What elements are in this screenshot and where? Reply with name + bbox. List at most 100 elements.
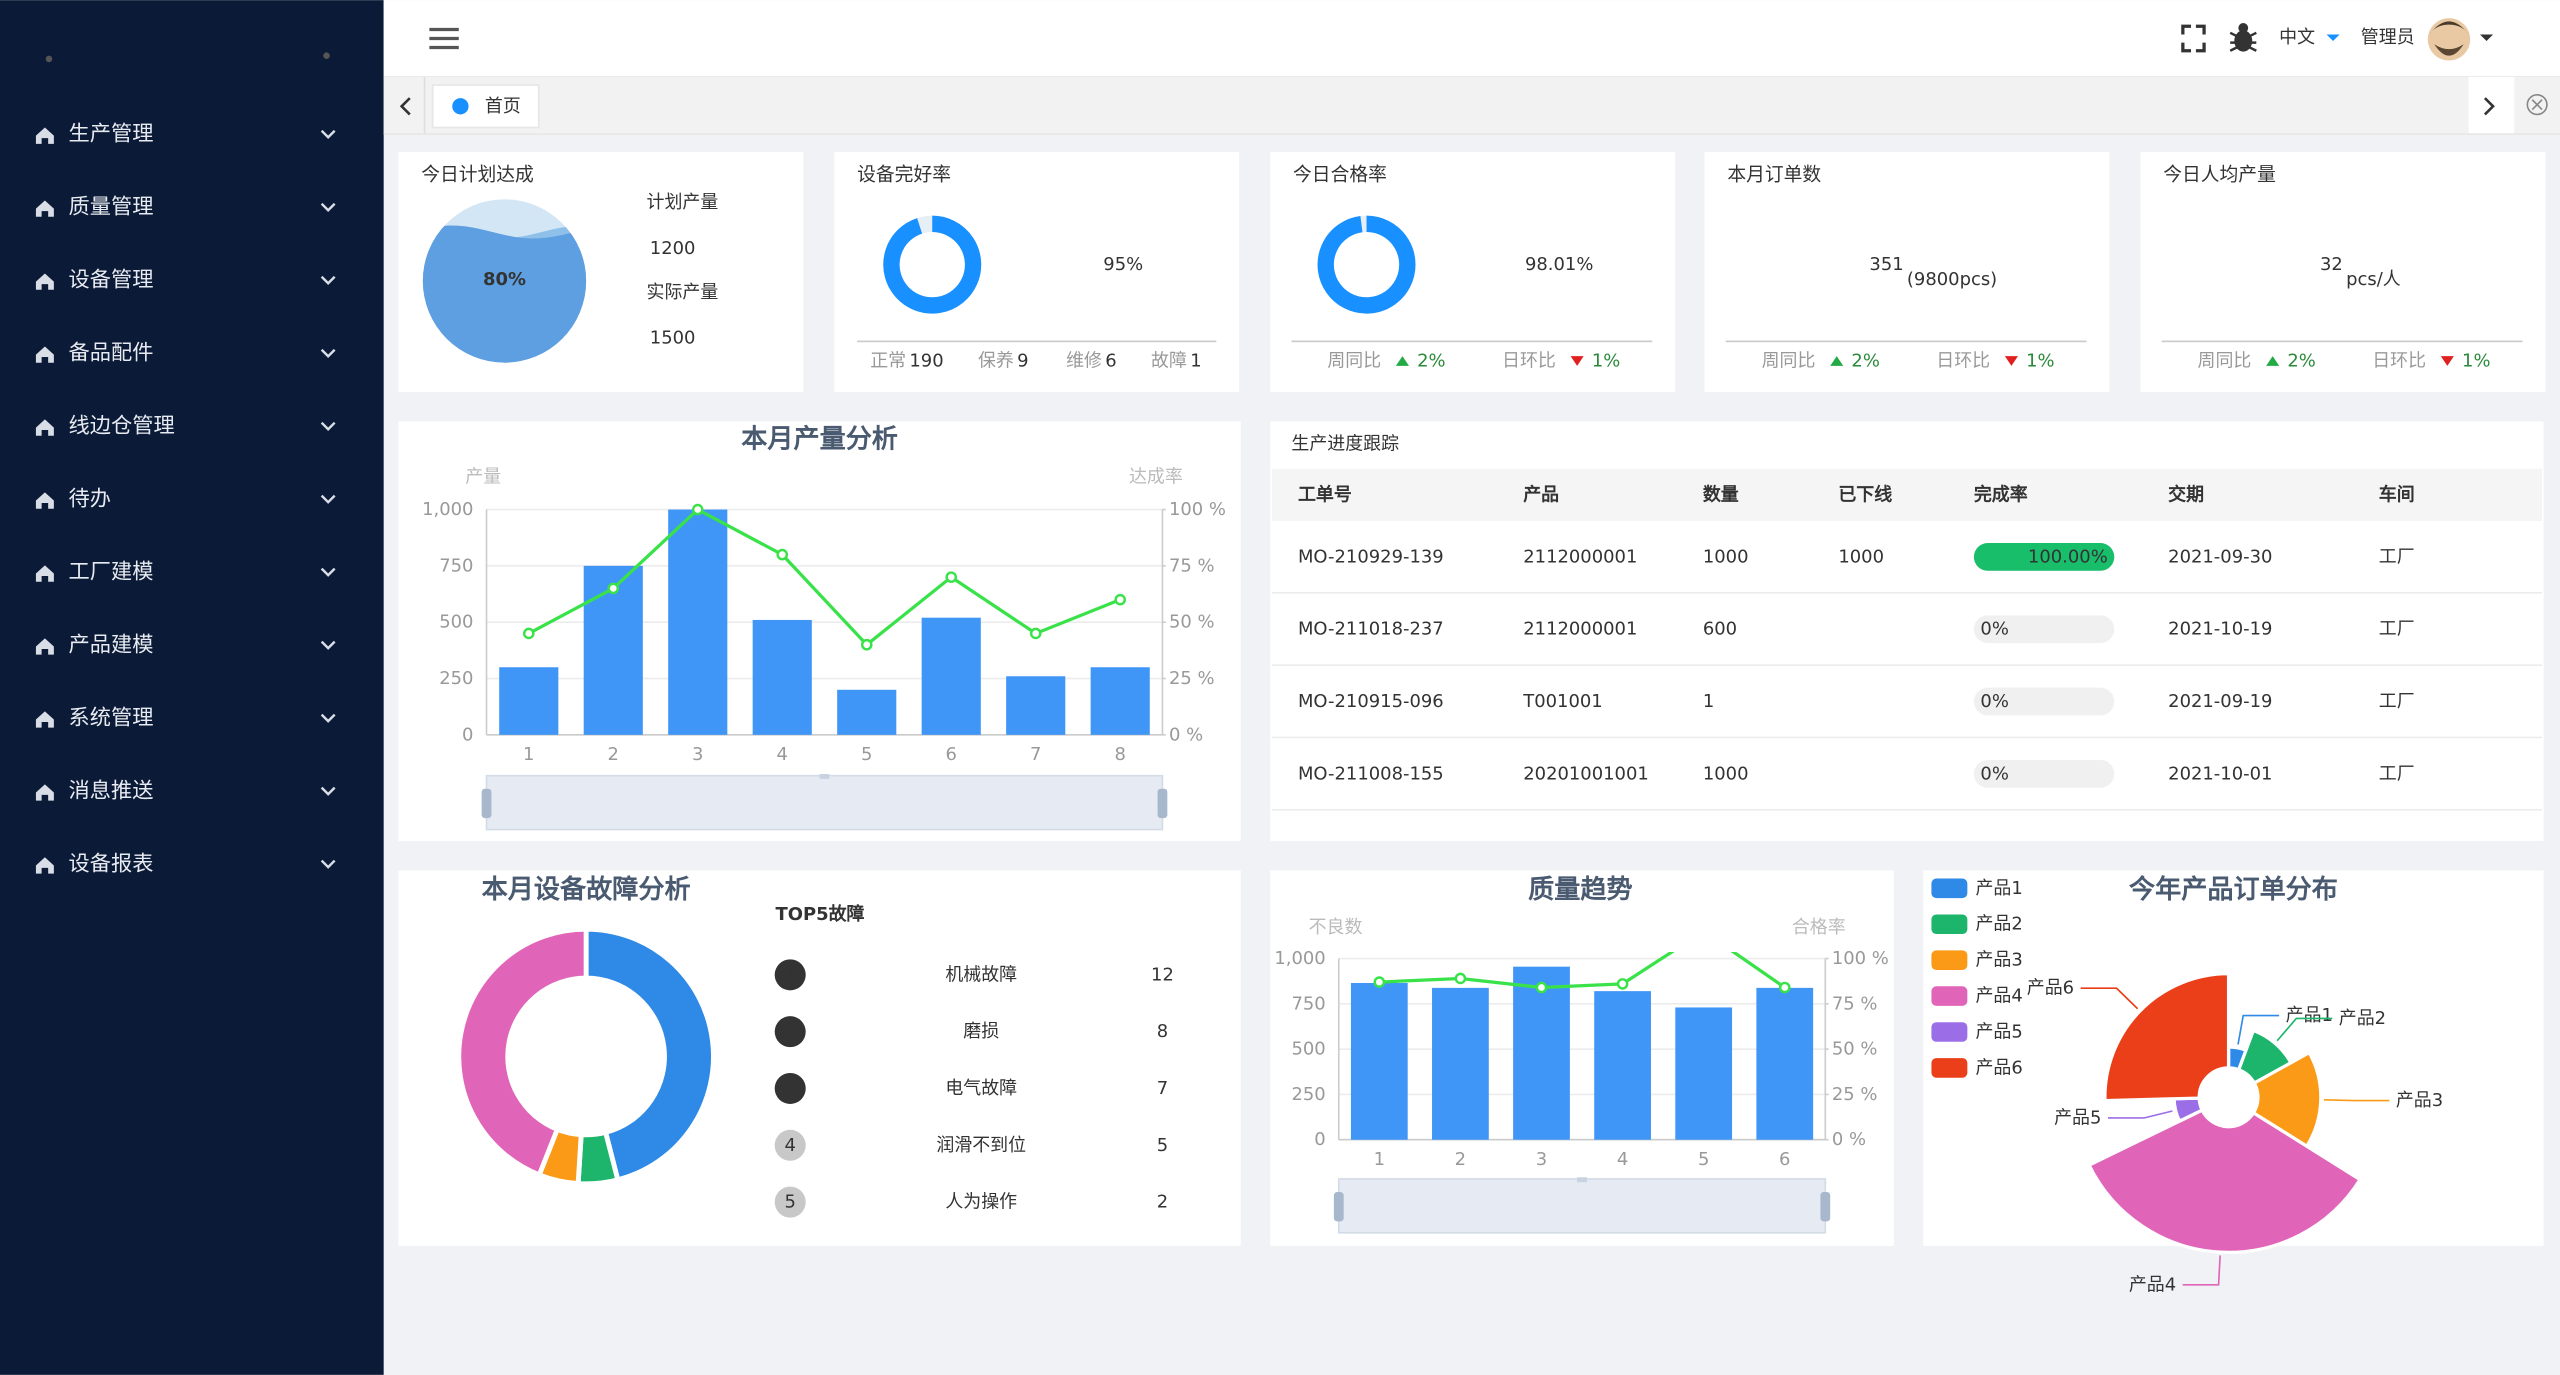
y-tick-label: 750: [439, 555, 473, 576]
line-point: [607, 582, 620, 595]
trend-arrow: [2266, 356, 2280, 366]
tab-scroll-left[interactable]: [399, 97, 411, 116]
progress-track: [1973, 615, 2115, 644]
menu-label: 待办: [69, 486, 111, 511]
slider-grip: [819, 774, 830, 779]
chart-title: 今年产品订单分布: [2129, 874, 2338, 905]
rank: 3: [784, 1078, 795, 1099]
logo-dot: [323, 52, 330, 59]
x-tick-label: 3: [692, 744, 703, 765]
fullscreen-icon[interactable]: [2181, 24, 2206, 53]
plan-value: 1200: [650, 238, 696, 259]
kpi-unit: (9800pcs): [1907, 269, 1997, 290]
compare-value: 1%: [1592, 350, 1620, 371]
table-cell: 20201001001: [1523, 763, 1649, 784]
zoom-slider[interactable]: [481, 774, 1168, 831]
line-point: [945, 571, 958, 583]
menu-chevron: [320, 567, 336, 577]
status-value: 1: [1190, 350, 1201, 371]
menu-item[interactable]: 设备报表: [35, 851, 336, 876]
line-point: [1114, 593, 1127, 606]
user-menu[interactable]: 管理员: [2361, 18, 2494, 61]
rank: 4: [784, 1135, 795, 1156]
tab-scroll-right[interactable]: [2483, 97, 2495, 116]
menu-toggle[interactable]: [429, 27, 459, 50]
legend-item[interactable]: 产品6: [1931, 1057, 2023, 1078]
status-value: 6: [1105, 350, 1116, 371]
progress-label: 0%: [1980, 691, 2008, 712]
x-tick-label: 4: [1617, 1149, 1628, 1170]
status-label: 故障: [1151, 350, 1187, 371]
bar: [1756, 987, 1814, 1140]
legend-label: 产品1: [1976, 878, 2023, 899]
table-cell: 工厂: [2379, 546, 2415, 567]
x-tick-label: 7: [1030, 744, 1041, 765]
language-switch[interactable]: 中文: [2279, 27, 2340, 48]
tab[interactable]: 首页: [431, 84, 540, 129]
menu-item[interactable]: 消息推送: [35, 778, 336, 803]
menu-item[interactable]: 系统管理: [35, 705, 336, 730]
table-header: [1271, 468, 2543, 521]
slice-label: 产品3: [2396, 1090, 2443, 1111]
y-tick-label: 1,000: [1274, 948, 1325, 969]
menu-item[interactable]: 产品建模: [35, 632, 336, 657]
status-value: 9: [1017, 350, 1028, 371]
menu-item[interactable]: 备品配件: [35, 340, 336, 365]
legend-item[interactable]: 产品2: [1931, 914, 2023, 935]
table-cell: 1000: [1703, 546, 1749, 567]
bar: [752, 619, 812, 735]
line-point: [1535, 981, 1548, 994]
legend-item[interactable]: 产品1: [1931, 878, 2023, 899]
status-label: 维修: [1066, 350, 1102, 371]
legend-swatch: [1931, 950, 1968, 970]
table-cell: 1000: [1838, 546, 1884, 567]
legend-item[interactable]: 产品5: [1931, 1021, 2023, 1042]
y2-tick-label: 75 %: [1169, 555, 1215, 576]
bar: [499, 667, 559, 735]
status-label: 正常: [870, 350, 906, 371]
table-cell: 1: [1703, 691, 1714, 712]
fault-name: 电气故障: [945, 1078, 1017, 1099]
menu-item[interactable]: 待办: [35, 486, 336, 511]
table-title: 生产进度跟踪: [1291, 434, 1399, 455]
compare-value: 2%: [2287, 350, 2315, 371]
slice-label: 产品2: [2339, 1008, 2386, 1029]
y2-tick-label: 0 %: [1169, 724, 1203, 745]
fault-count: 8: [1157, 1021, 1168, 1042]
status-value: 190: [909, 350, 943, 371]
zoom-slider[interactable]: [1333, 1177, 1831, 1234]
fault-count: 7: [1157, 1078, 1168, 1099]
menu-item[interactable]: 工厂建模: [35, 559, 336, 584]
menu-item[interactable]: 质量管理: [35, 195, 336, 220]
slider-handle: [1157, 788, 1168, 819]
menu-label: 线边仓管理: [69, 413, 175, 438]
table-cell: MO-211008-155: [1298, 763, 1444, 784]
line-point: [776, 548, 789, 561]
fault-name: 磨损: [963, 1021, 999, 1042]
bug-icon[interactable]: [2229, 23, 2257, 52]
bar: [921, 617, 981, 735]
legend-item[interactable]: 产品4: [1931, 986, 2023, 1007]
line-point: [860, 638, 873, 651]
column-header: 数量: [1703, 483, 1739, 505]
language: 中文: [2279, 27, 2315, 48]
trend-arrow: [1395, 356, 1409, 366]
fault-name: 人为操作: [945, 1192, 1017, 1213]
tab-close-all[interactable]: [2526, 94, 2548, 116]
label-line: [2237, 1014, 2280, 1045]
x-tick-label: 4: [777, 744, 788, 765]
line-point: [1373, 976, 1386, 988]
actual-label: 实际产量: [647, 282, 719, 303]
progress-label: 0%: [1980, 763, 2008, 784]
fault-name: 机械故障: [945, 964, 1017, 985]
progress-label: 0%: [1980, 619, 2008, 640]
legend-item[interactable]: 产品3: [1931, 950, 2023, 971]
compare-label: 周同比: [1762, 350, 1816, 371]
rank-badge: [774, 1129, 806, 1161]
rose-segment: [2103, 971, 2231, 1103]
line: [1379, 951, 1786, 990]
line-point: [691, 503, 704, 516]
rank-badge: [774, 1072, 806, 1104]
menu-item[interactable]: 生产管理: [35, 122, 336, 147]
menu-item[interactable]: 设备管理: [35, 267, 336, 292]
